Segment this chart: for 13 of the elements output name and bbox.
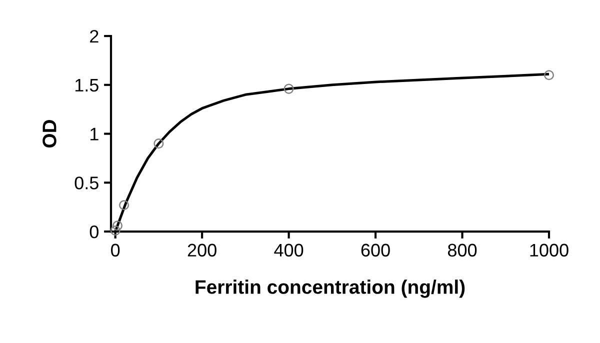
y-axis-title: OD [42,120,56,148]
x-tick-label: 600 [361,244,390,257]
x-tick-label: 0 [111,244,120,257]
y-tick-label: 0 [90,225,98,238]
y-tick-label: 2 [90,30,98,43]
x-tick-label: 800 [448,244,477,257]
y-tick-label: 1.5 [75,79,98,92]
x-axis-title: Ferritin concentration (ng/ml) [196,280,465,298]
y-tick-label: 1 [90,128,98,140]
y-tick-label: 0.5 [74,176,98,190]
x-tick-label: 200 [188,244,216,257]
x-tick-label: 1000 [530,244,568,257]
x-tick-label: 400 [274,244,304,257]
